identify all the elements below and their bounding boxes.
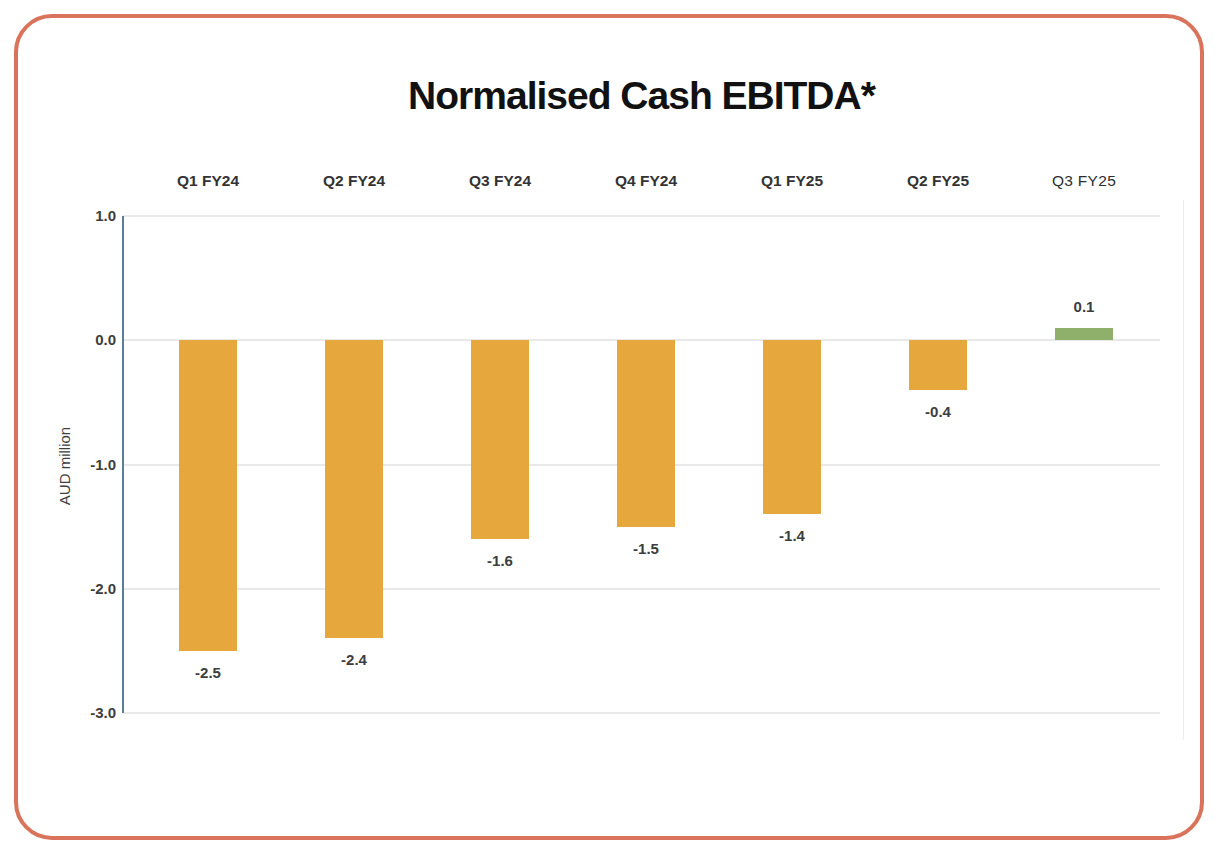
chart-canvas: Normalised Cash EBITDA* AUD million 1.00… (0, 0, 1218, 854)
gridline--2.0 (123, 588, 1160, 590)
bar-value-label-q3-fy25: 0.1 (1052, 298, 1116, 315)
gridline--3.0 (123, 712, 1160, 714)
bar-q4-fy24 (617, 340, 675, 526)
x-category-label-q2-fy24: Q2 FY24 (299, 172, 409, 190)
y-tick-label-1.0: 1.0 (56, 207, 116, 224)
bar-q3-fy25 (1055, 328, 1113, 340)
bar-q3-fy24 (471, 340, 529, 539)
y-tick-label--1.0: -1.0 (56, 456, 116, 473)
bar-value-label-q1-fy24: -2.5 (176, 664, 240, 681)
x-category-label-q1-fy24: Q1 FY24 (153, 172, 263, 190)
y-tick-label-0.0: 0.0 (56, 331, 116, 348)
x-category-label-q3-fy24: Q3 FY24 (445, 172, 555, 190)
gridline-1.0 (123, 215, 1160, 217)
bar-q2-fy25 (909, 340, 967, 390)
plot-right-edge (1183, 200, 1184, 740)
x-category-label-q2-fy25: Q2 FY25 (883, 172, 993, 190)
bar-value-label-q3-fy24: -1.6 (468, 552, 532, 569)
plot-area: AUD million 1.00.0-1.0-2.0-3.0Q1 FY24Q2 … (0, 0, 1218, 854)
bar-value-label-q2-fy24: -2.4 (322, 651, 386, 668)
bar-q1-fy24 (179, 340, 237, 651)
y-tick-label--3.0: -3.0 (56, 704, 116, 721)
x-category-label-q3-fy25: Q3 FY25 (1029, 172, 1139, 190)
y-axis-line (122, 216, 124, 713)
x-category-label-q1-fy25: Q1 FY25 (737, 172, 847, 190)
bar-value-label-q1-fy25: -1.4 (760, 527, 824, 544)
bar-value-label-q2-fy25: -0.4 (906, 403, 970, 420)
bar-q1-fy25 (763, 340, 821, 514)
y-tick-label--2.0: -2.0 (56, 580, 116, 597)
bar-q2-fy24 (325, 340, 383, 638)
x-category-label-q4-fy24: Q4 FY24 (591, 172, 701, 190)
bar-value-label-q4-fy24: -1.5 (614, 540, 678, 557)
